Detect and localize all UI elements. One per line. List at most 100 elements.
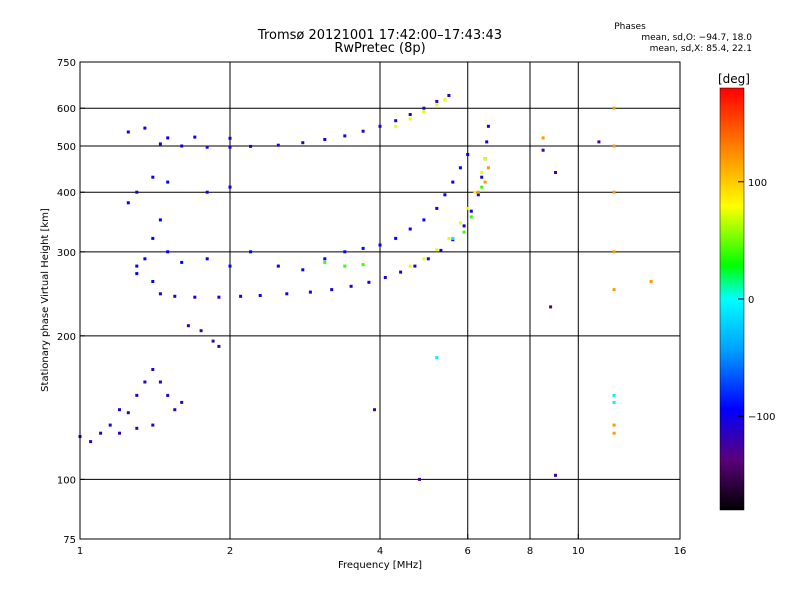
echo-point — [435, 99, 439, 103]
y-tick-label: 300 — [57, 248, 76, 259]
echo-point — [323, 260, 327, 264]
echo-point — [447, 236, 451, 240]
echo-point — [249, 250, 253, 254]
echo-point — [211, 339, 215, 343]
echo-point — [323, 257, 327, 261]
y-tick-label: 500 — [57, 142, 76, 153]
echo-point — [422, 257, 426, 261]
chart-subtitle: RwPretec (8p) — [334, 41, 426, 56]
x-tick-label: 6 — [465, 546, 471, 557]
echo-point — [205, 190, 209, 194]
echo-point — [483, 157, 487, 161]
echo-point — [258, 294, 262, 297]
colorbar-tick-label: 0 — [748, 295, 754, 306]
echo-point — [361, 129, 365, 133]
echo-point — [447, 94, 451, 97]
echo-point — [394, 119, 398, 123]
echo-point — [193, 295, 197, 299]
echo-point — [151, 280, 155, 283]
echo-point — [394, 124, 398, 128]
echo-point — [443, 193, 447, 197]
echo-point — [612, 144, 616, 148]
echo-point — [217, 344, 221, 348]
echo-point — [118, 431, 121, 435]
x-axis: 1 2 4 6 8 10 16 — [77, 534, 687, 557]
echo-point — [462, 224, 466, 228]
echo-point — [422, 110, 426, 114]
echo-point — [435, 206, 439, 210]
echo-point — [541, 136, 545, 140]
echo-point — [439, 248, 443, 252]
echo-point — [418, 477, 421, 481]
echo-point — [476, 190, 480, 194]
data-points — [78, 94, 653, 481]
echo-point — [205, 257, 209, 261]
echo-point — [180, 260, 184, 264]
echo-point — [135, 426, 139, 430]
x-tick-label: 16 — [674, 546, 687, 557]
grid-lines — [80, 62, 680, 539]
echo-point — [597, 140, 601, 144]
echo-point — [349, 284, 353, 288]
x-tick-label: 4 — [377, 546, 383, 557]
echo-point — [108, 423, 112, 427]
y-axis-label: Stationary phase Virtual Height [km] — [40, 208, 51, 392]
echo-point — [151, 423, 155, 427]
echo-point — [612, 393, 616, 397]
echo-point — [135, 190, 139, 194]
echo-point — [612, 400, 616, 404]
echo-point — [158, 380, 162, 384]
echo-point — [343, 250, 347, 254]
echo-point — [361, 246, 365, 250]
echo-point — [612, 423, 616, 427]
echo-point — [323, 138, 327, 141]
echo-point — [408, 227, 412, 231]
echo-point — [383, 276, 387, 279]
echo-point — [469, 209, 473, 213]
y-tick-label: 750 — [57, 58, 76, 69]
echo-point — [205, 145, 209, 149]
y-axis: 75 100 200 300 400 500 600 750 — [57, 58, 85, 546]
y-tick-label: 100 — [57, 475, 76, 486]
phase-x-stats: mean, sd,X: 85.4, 22.1 — [649, 44, 752, 54]
echo-point — [228, 264, 232, 268]
echo-point — [458, 221, 462, 225]
echo-point — [554, 171, 557, 174]
x-tick-label: 10 — [572, 546, 585, 557]
echo-point — [193, 135, 197, 139]
echo-point — [151, 236, 155, 240]
echo-point — [158, 218, 162, 222]
echo-point — [301, 141, 305, 145]
echo-point — [158, 292, 162, 296]
echo-point — [649, 280, 653, 283]
echo-point — [308, 290, 312, 294]
echo-point — [480, 171, 484, 174]
echo-point — [343, 264, 347, 268]
echo-point — [301, 268, 305, 272]
echo-point — [466, 153, 470, 156]
echo-point — [485, 140, 489, 144]
echo-point — [422, 218, 426, 222]
echo-point — [135, 264, 139, 268]
echo-point — [173, 294, 177, 298]
echo-point — [343, 134, 347, 138]
echo-point — [126, 411, 130, 415]
echo-point — [166, 136, 170, 140]
echo-point — [285, 292, 289, 296]
echo-point — [239, 294, 243, 298]
echo-point — [249, 144, 253, 148]
echo-point — [473, 190, 477, 194]
echo-point — [378, 124, 382, 128]
x-tick-label: 2 — [227, 546, 233, 557]
echo-point — [480, 185, 484, 189]
echo-point — [486, 124, 490, 128]
echo-point — [276, 264, 280, 268]
echo-point — [612, 431, 616, 435]
echo-point — [373, 408, 376, 412]
echo-point — [367, 280, 371, 284]
echo-point — [166, 393, 170, 397]
echo-point — [217, 295, 221, 299]
chart-title: Tromsø 20121001 17:42:00–17:43:43 — [257, 28, 503, 43]
echo-point — [612, 190, 616, 194]
